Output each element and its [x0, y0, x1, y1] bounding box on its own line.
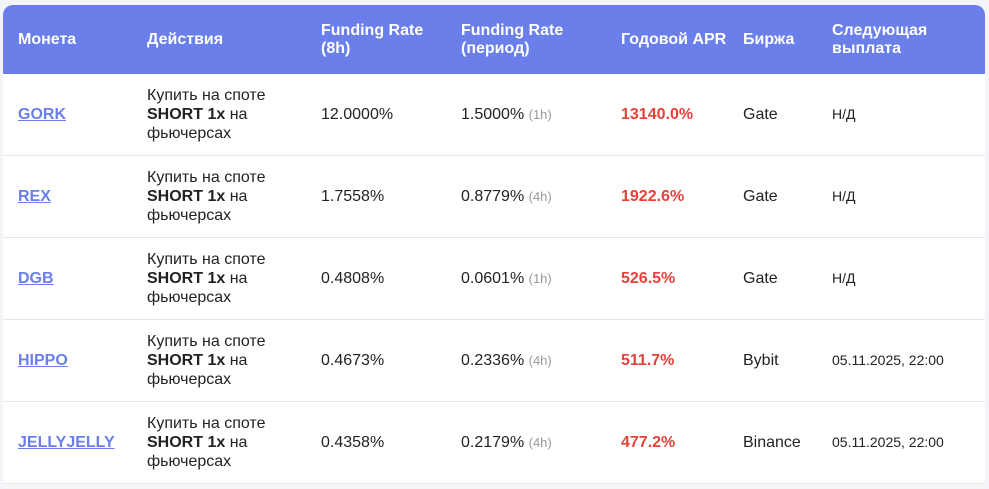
action-spot: Купить на споте: [147, 169, 266, 186]
header-coin[interactable]: Монета: [3, 5, 132, 74]
funding-rate-period-cell: 0.2336% (4h): [446, 319, 606, 402]
action-short: SHORT 1x: [147, 352, 226, 369]
action-short: SHORT 1x: [147, 270, 226, 287]
header-actions: Действия: [132, 5, 306, 74]
action-short: SHORT 1x: [147, 434, 226, 451]
funding-rate-period: 0.2179%: [461, 434, 525, 451]
actions-cell: Купить на споте SHORT 1x на фьючерсах: [132, 74, 306, 156]
coin-cell: HIPPO: [3, 319, 132, 402]
funding-rate-period-cell: 0.2179% (4h): [446, 401, 606, 484]
funding-rate-8h: 12.0000%: [306, 74, 446, 156]
actions-cell: Купить на споте SHORT 1x на фьючерсах: [132, 401, 306, 484]
action-spot: Купить на споте: [147, 87, 266, 104]
funding-rate-period: 0.2336%: [461, 352, 525, 369]
annual-apr: 511.7%: [606, 319, 728, 402]
actions-cell: Купить на споте SHORT 1x на фьючерсах: [132, 155, 306, 238]
funding-rate-period: 1.5000%: [461, 106, 525, 123]
exchange: Bybit: [728, 319, 817, 402]
exchange: Gate: [728, 155, 817, 238]
funding-rate-8h: 0.4358%: [306, 401, 446, 484]
funding-rate-period-cell: 1.5000% (1h): [446, 74, 606, 156]
header-fr8h[interactable]: Funding Rate (8h): [306, 5, 446, 74]
action-on: на: [229, 188, 248, 205]
action-futures: фьючерсах: [147, 289, 232, 306]
coin-link[interactable]: DGB: [18, 270, 54, 287]
coin-link[interactable]: GORK: [18, 106, 66, 123]
next-payout: Н/Д: [817, 74, 985, 156]
coin-cell: GORK: [3, 74, 132, 156]
action-futures: фьючерсах: [147, 125, 232, 142]
header-apr[interactable]: Годовой APR: [606, 5, 728, 74]
funding-rate-period-cell: 0.0601% (1h): [446, 237, 606, 320]
coin-link[interactable]: HIPPO: [18, 352, 68, 369]
funding-rate-period: 0.0601%: [461, 270, 525, 287]
action-on: на: [229, 270, 248, 287]
period-label: (1h): [528, 107, 552, 122]
period-label: (4h): [528, 353, 552, 368]
coin-link[interactable]: JELLYJELLY: [18, 434, 115, 451]
funding-table-container: Монета Действия Funding Rate (8h) Fundin…: [3, 5, 985, 484]
actions-cell: Купить на споте SHORT 1x на фьючерсах: [132, 319, 306, 402]
action-futures: фьючерсах: [147, 371, 232, 388]
action-spot: Купить на споте: [147, 251, 266, 268]
funding-rate-period-cell: 0.8779% (4h): [446, 155, 606, 238]
annual-apr: 526.5%: [606, 237, 728, 320]
action-futures: фьючерсах: [147, 453, 232, 470]
funding-rate-8h: 1.7558%: [306, 155, 446, 238]
action-spot: Купить на споте: [147, 333, 266, 350]
period-label: (4h): [528, 435, 552, 450]
action-futures: фьючерсах: [147, 207, 232, 224]
table-row: HIPPO Купить на споте SHORT 1x на фьючерса…: [3, 319, 985, 402]
next-payout: Н/Д: [817, 155, 985, 238]
next-payout: Н/Д: [817, 237, 985, 320]
action-spot: Купить на споте: [147, 415, 266, 432]
period-label: (4h): [528, 189, 552, 204]
action-on: на: [229, 106, 248, 123]
annual-apr: 1922.6%: [606, 155, 728, 238]
action-on: на: [229, 434, 248, 451]
header-exchange[interactable]: Биржа: [728, 5, 817, 74]
table-row: REX Купить на споте SHORT 1x на фьючерсах …: [3, 155, 985, 238]
funding-rate-8h: 0.4808%: [306, 237, 446, 320]
funding-rate-8h: 0.4673%: [306, 319, 446, 402]
header-row: Монета Действия Funding Rate (8h) Fundin…: [3, 5, 985, 74]
next-payout: 05.11.2025, 22:00: [817, 319, 985, 402]
coin-cell: JELLYJELLY: [3, 401, 132, 484]
coin-link[interactable]: REX: [18, 188, 51, 205]
action-short: SHORT 1x: [147, 188, 226, 205]
funding-rate-period: 0.8779%: [461, 188, 525, 205]
exchange: Binance: [728, 401, 817, 484]
annual-apr: 13140.0%: [606, 74, 728, 156]
exchange: Gate: [728, 74, 817, 156]
header-frperiod[interactable]: Funding Rate (период): [446, 5, 606, 74]
annual-apr: 477.2%: [606, 401, 728, 484]
table-row: JELLYJELLY Купить на споте SHORT 1x на фью…: [3, 401, 985, 484]
coin-cell: REX: [3, 155, 132, 238]
action-short: SHORT 1x: [147, 106, 226, 123]
table-row: GORK Купить на споте SHORT 1x на фьючерсах…: [3, 74, 985, 156]
action-on: на: [229, 352, 248, 369]
next-payout: 05.11.2025, 22:00: [817, 401, 985, 484]
table-row: DGB Купить на споте SHORT 1x на фьючерсах …: [3, 237, 985, 320]
period-label: (1h): [528, 271, 552, 286]
coin-cell: DGB: [3, 237, 132, 320]
exchange: Gate: [728, 237, 817, 320]
funding-table: Монета Действия Funding Rate (8h) Fundin…: [3, 5, 985, 484]
actions-cell: Купить на споте SHORT 1x на фьючерсах: [132, 237, 306, 320]
header-next[interactable]: Следующая выплата: [817, 5, 985, 74]
